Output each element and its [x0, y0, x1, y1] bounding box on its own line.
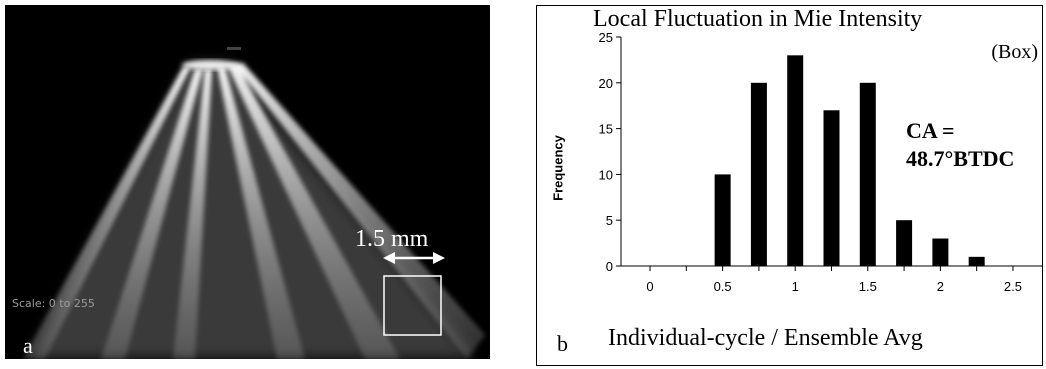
bar	[714, 174, 731, 266]
x-tick-label: 0	[646, 279, 653, 294]
y-tick-label: 0	[606, 259, 613, 274]
histogram-panel: 0 5 10 15 20 25 0 0.5 1 1.5 2 2.5 Local Fluctuatio…	[536, 5, 1043, 366]
bar	[896, 220, 913, 266]
x-tick-label: 2.5	[1004, 279, 1022, 294]
bar	[750, 82, 767, 266]
chart-bars	[714, 55, 985, 266]
mie-image-panel: Scale: 0 to 255 a 1.5 mm	[5, 5, 490, 359]
x-tick-label: 1.5	[859, 279, 877, 294]
bar	[859, 82, 876, 266]
crank-angle-label: CA = 48.7°BTDC	[906, 117, 1014, 173]
y-tick-label: 20	[599, 76, 613, 91]
y-tick-label: 15	[599, 122, 613, 137]
y-tick-label: 5	[606, 213, 613, 228]
crank-angle-line-1: CA =	[906, 118, 955, 143]
y-axis-label: Frequency	[550, 135, 566, 201]
bar	[968, 256, 985, 266]
scale-bar-label: 1.5 mm	[355, 226, 429, 252]
crank-angle-line-2: 48.7°BTDC	[906, 146, 1015, 171]
scale-bar-arrow	[383, 252, 445, 264]
y-ticks: 0 5 10 15 20 25	[599, 30, 621, 274]
box-label: (Box)	[991, 41, 1038, 63]
analysis-box	[383, 275, 442, 336]
histogram-chart: 0 5 10 15 20 25 0 0.5 1 1.5 2 2.5	[599, 30, 1042, 294]
scale-text: Scale: 0 to 255	[12, 297, 95, 310]
x-ticks: 0 0.5 1 1.5 2 2.5	[646, 266, 1022, 294]
x-axis-label: Individual-cycle / Ensemble Avg	[608, 325, 923, 351]
x-tick-label: 1	[792, 279, 799, 294]
bar	[823, 110, 840, 266]
panel-label-a: a	[23, 333, 33, 358]
y-tick-label: 10	[599, 167, 613, 182]
bar	[932, 238, 949, 266]
chart-title: Local Fluctuation in Mie Intensity	[593, 6, 923, 32]
bar	[787, 55, 804, 266]
x-tick-label: 0.5	[714, 279, 732, 294]
y-tick-label: 25	[599, 30, 613, 45]
spray-image	[23, 47, 485, 359]
x-tick-label: 2	[937, 279, 944, 294]
panel-label-b: b	[557, 331, 568, 356]
